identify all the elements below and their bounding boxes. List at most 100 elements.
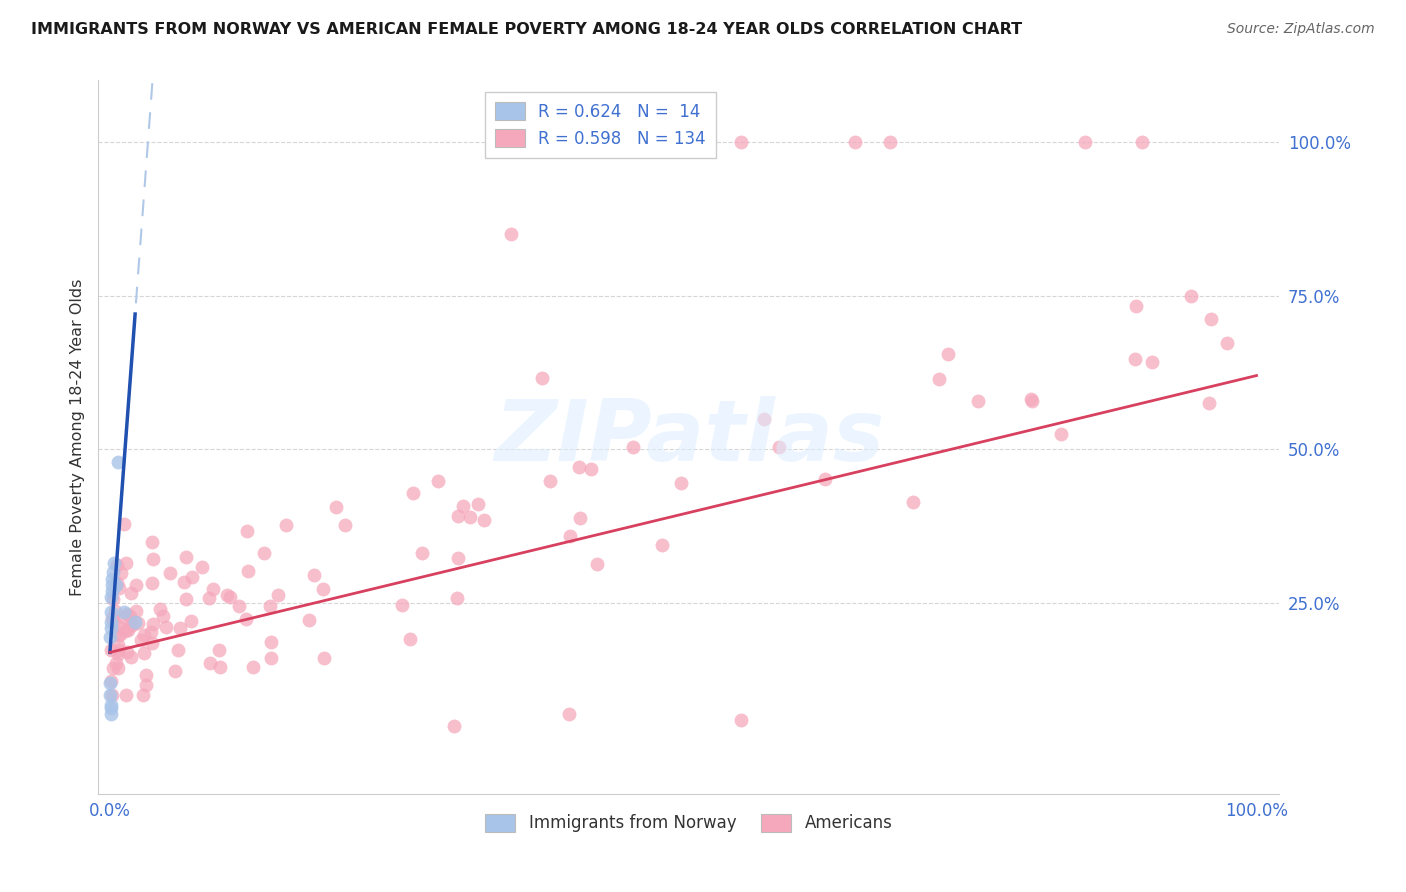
Point: [132, 689, 155, 703]
Point: [112, 516, 135, 531]
Point: [879, 135, 901, 149]
Point: [104, 656, 127, 670]
Point: [411, 546, 433, 560]
Point: [167, 643, 190, 657]
Point: [101, 611, 124, 625]
Point: [1050, 427, 1073, 442]
Point: [125, 604, 148, 618]
Point: [1198, 396, 1220, 410]
Point: [155, 620, 177, 634]
Point: [169, 621, 191, 635]
Point: [98, 630, 121, 644]
Point: [141, 534, 163, 549]
Point: [114, 689, 136, 703]
Point: [446, 550, 468, 565]
Point: [100, 590, 122, 604]
Point: [135, 678, 157, 692]
Point: [312, 651, 335, 665]
Point: [115, 607, 138, 621]
Point: [531, 371, 554, 385]
Point: [651, 538, 673, 552]
Point: [215, 588, 238, 602]
Point: [1140, 355, 1163, 369]
Point: [107, 661, 129, 675]
Point: [100, 674, 122, 689]
Point: [391, 598, 413, 612]
Point: [903, 494, 925, 508]
Point: [235, 612, 257, 626]
Point: [928, 371, 950, 385]
Point: [260, 650, 283, 665]
Point: [1180, 288, 1202, 302]
Point: [108, 581, 131, 595]
Point: [120, 650, 142, 665]
Point: [180, 570, 202, 584]
Point: [402, 486, 425, 500]
Point: [108, 642, 131, 657]
Point: [100, 706, 122, 721]
Point: [228, 599, 250, 614]
Point: [451, 499, 474, 513]
Point: [117, 624, 139, 638]
Legend: Immigrants from Norway, Americans: Immigrants from Norway, Americans: [478, 807, 900, 839]
Point: [100, 615, 122, 629]
Point: [1073, 135, 1095, 149]
Point: [110, 566, 132, 580]
Point: [467, 497, 489, 511]
Point: [124, 615, 146, 629]
Point: [159, 566, 181, 581]
Point: [754, 412, 776, 426]
Point: [107, 455, 129, 469]
Point: [108, 627, 131, 641]
Point: [966, 393, 988, 408]
Point: [236, 524, 259, 538]
Point: [105, 558, 128, 572]
Point: [100, 643, 122, 657]
Point: [104, 603, 127, 617]
Point: [132, 628, 155, 642]
Point: [538, 474, 561, 488]
Point: [844, 135, 866, 149]
Point: [100, 700, 122, 714]
Point: [101, 661, 124, 675]
Point: [447, 508, 470, 523]
Text: Source: ZipAtlas.com: Source: ZipAtlas.com: [1227, 22, 1375, 37]
Point: [115, 622, 138, 636]
Point: [191, 560, 214, 574]
Point: [1125, 299, 1147, 313]
Point: [472, 513, 495, 527]
Point: [197, 591, 219, 605]
Point: [814, 472, 837, 486]
Point: [103, 566, 125, 580]
Point: [236, 564, 259, 578]
Point: [141, 575, 163, 590]
Point: [1123, 352, 1146, 367]
Point: [103, 556, 125, 570]
Point: [325, 500, 347, 515]
Point: [108, 627, 131, 641]
Point: [558, 529, 581, 543]
Y-axis label: Female Poverty Among 18-24 Year Olds: Female Poverty Among 18-24 Year Olds: [69, 278, 84, 596]
Point: [125, 578, 148, 592]
Point: [621, 440, 644, 454]
Point: [443, 719, 465, 733]
Point: [129, 632, 152, 647]
Point: [142, 616, 165, 631]
Point: [180, 614, 202, 628]
Point: [399, 632, 422, 647]
Point: [312, 582, 335, 597]
Point: [1216, 336, 1239, 351]
Point: [1201, 312, 1223, 326]
Point: [198, 656, 221, 670]
Point: [267, 588, 290, 602]
Point: [458, 510, 481, 524]
Point: [114, 557, 136, 571]
Point: [98, 676, 121, 690]
Point: [219, 590, 242, 604]
Point: [501, 227, 523, 241]
Point: [446, 591, 468, 606]
Point: [174, 550, 197, 565]
Point: [1021, 392, 1043, 406]
Point: [103, 591, 125, 606]
Point: [274, 517, 297, 532]
